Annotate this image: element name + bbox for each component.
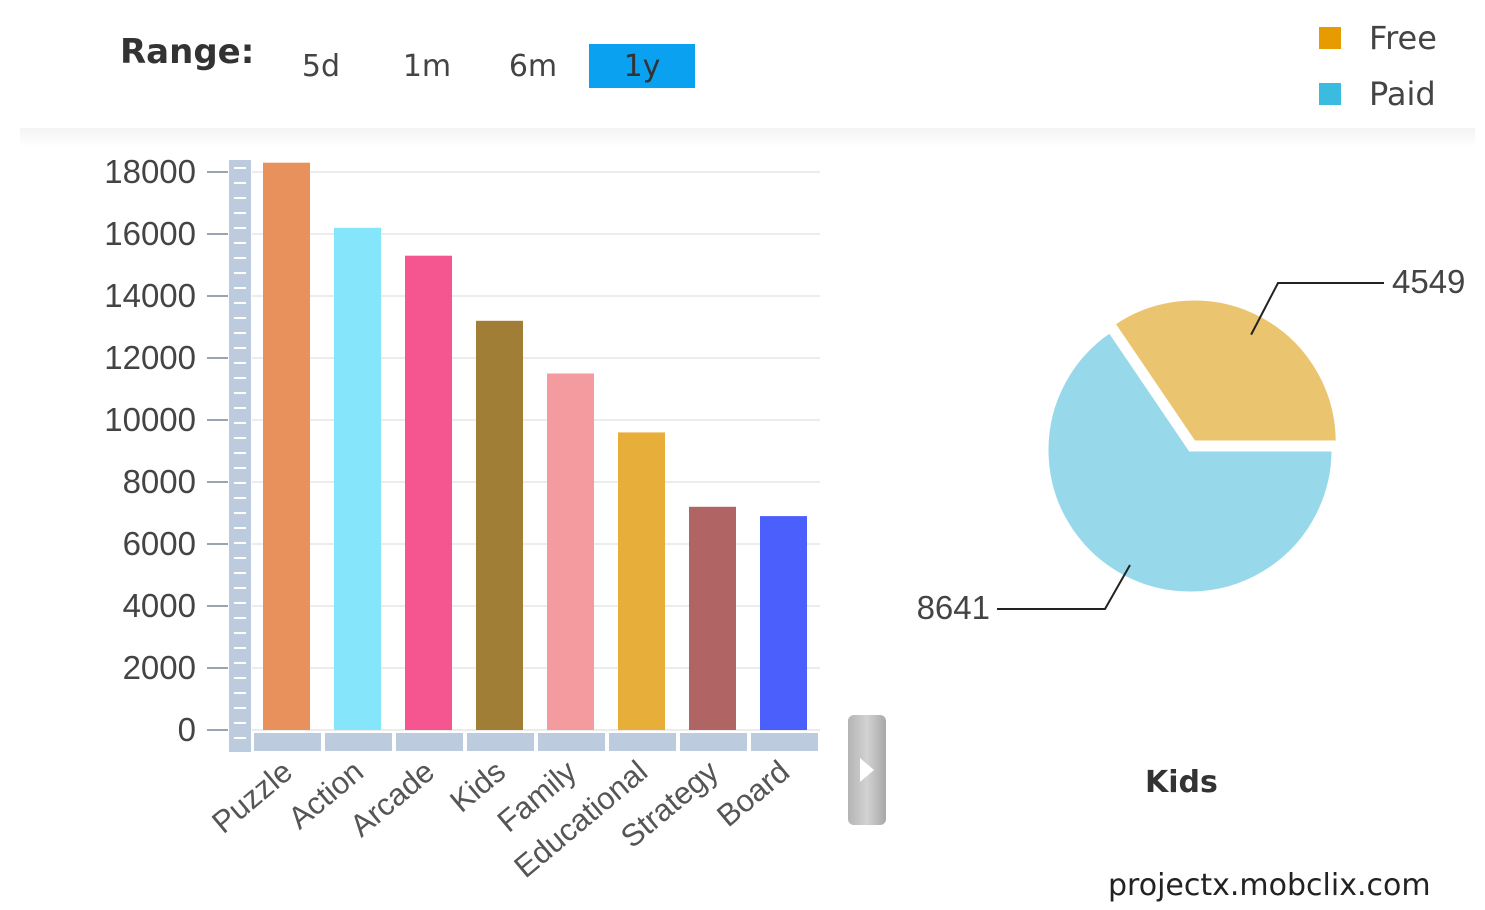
y-tick-label: 4000: [123, 587, 196, 624]
range-button-5d[interactable]: 5d: [301, 48, 341, 84]
x-axis-segment: [538, 733, 605, 751]
y-tick-label: 2000: [123, 649, 196, 686]
x-axis-segment: [396, 733, 463, 751]
bar-arcade[interactable]: [405, 255, 452, 730]
pie-chart: 4549 8641: [917, 263, 1466, 626]
pie-data-label-free: 4549: [1392, 263, 1465, 300]
legend-item-free[interactable]: Free: [1319, 10, 1459, 66]
legend-swatch-free: [1319, 27, 1341, 49]
bar-action[interactable]: [334, 227, 381, 731]
bar-puzzle[interactable]: [263, 162, 310, 730]
y-tick-label: 6000: [123, 525, 196, 562]
range-button-1m[interactable]: 1m: [402, 48, 452, 84]
pie-connector-paid: [997, 564, 1131, 610]
bar-board[interactable]: [760, 516, 807, 730]
bar-educational[interactable]: [618, 432, 665, 730]
y-tick-label: 12000: [104, 339, 196, 376]
header-divider: [20, 128, 1475, 148]
x-axis-segment: [680, 733, 747, 751]
y-tick-label: 14000: [104, 277, 196, 314]
bar-chart: 0 2000 4000 6000 8000 10000 12000 14000 16000 180…: [104, 153, 820, 885]
x-axis-segment: [254, 733, 321, 751]
watermark: projectx.mobclix.com: [1108, 868, 1431, 903]
legend-swatch-paid: [1319, 83, 1341, 105]
range-button-6m[interactable]: 6m: [508, 48, 558, 84]
y-tick-label: 18000: [104, 153, 196, 190]
legend-label-free: Free: [1369, 19, 1437, 57]
horizontal-scroll-handle[interactable]: [848, 715, 886, 825]
bar-family[interactable]: [547, 373, 594, 731]
legend-label-paid: Paid: [1369, 75, 1436, 113]
bar-strategy[interactable]: [689, 506, 736, 730]
bar-kids[interactable]: [476, 320, 523, 730]
chevron-right-icon: [860, 758, 874, 782]
range-button-1y[interactable]: 1y: [589, 44, 695, 88]
legend: Free Paid: [1319, 10, 1459, 122]
y-tick-label: 16000: [104, 215, 196, 252]
x-axis-segment: [609, 733, 676, 751]
x-axis-segment: [325, 733, 392, 751]
y-tick-label: 8000: [123, 463, 196, 500]
y-tick-label: 10000: [104, 401, 196, 438]
x-axis-segment: [467, 733, 534, 751]
x-tick-label: Puzzle: [205, 754, 299, 841]
x-axis-segment: [751, 733, 818, 751]
legend-item-paid[interactable]: Paid: [1319, 66, 1459, 122]
y-tick-label: 0: [178, 711, 196, 748]
pie-data-label-paid: 8641: [917, 589, 990, 626]
range-label: Range:: [120, 32, 255, 72]
x-tick-label: Board: [710, 754, 796, 834]
pie-connector-free: [1250, 282, 1384, 336]
pie-title: Kids: [1145, 765, 1218, 800]
